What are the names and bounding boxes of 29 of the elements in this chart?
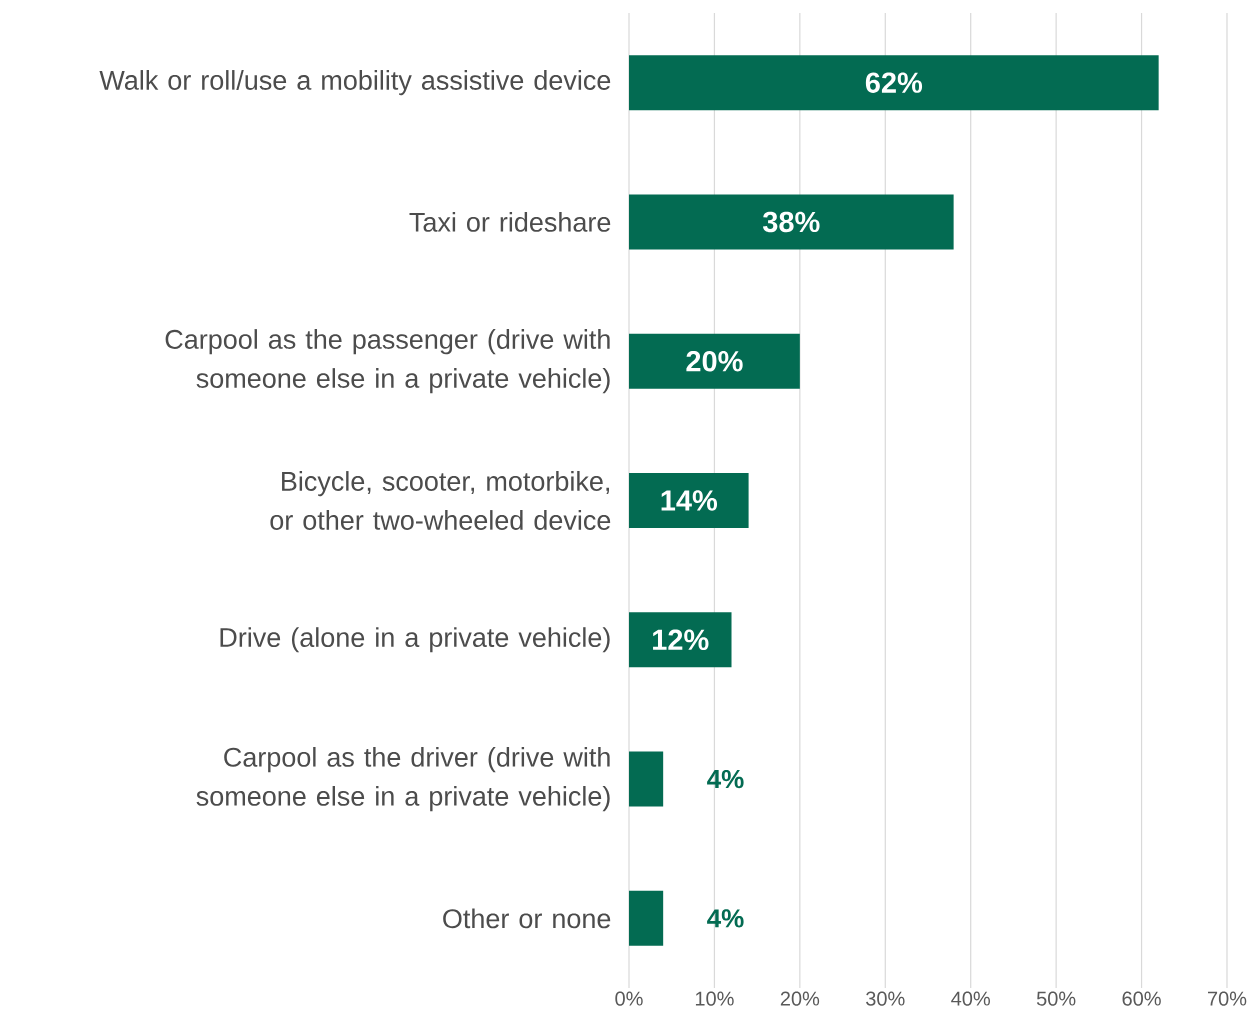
data-label: 62% [865, 72, 923, 93]
bar [629, 194, 954, 250]
data-label: 4% [707, 909, 744, 928]
data-label: 20% [686, 350, 743, 372]
y-tick-label: Carpool as the passenger (drive with someone else in a private vehicle) [165, 329, 610, 394]
y-tick-label: Carpool as the driver (drive with someone else in a private vehicle) [196, 746, 610, 812]
data-label: 4% [707, 769, 744, 789]
x-tick-label: 20% [780, 991, 820, 1006]
bar [629, 890, 664, 946]
y-tick-label: Taxi or rideshare [409, 212, 611, 232]
y-tick-label: Bicycle, scooter, motorbike, or other two-wheeled device [270, 471, 611, 530]
x-tick-label: 50% [1036, 991, 1076, 1006]
x-tick-label: 30% [866, 991, 905, 1006]
bar [629, 333, 800, 389]
x-tick-label: 40% [951, 991, 990, 1006]
x-tick-label: 0% [615, 991, 643, 1006]
bar [629, 612, 732, 668]
y-tick-label: Walk or roll/use a mobility assistive device [99, 70, 611, 96]
y-tick-label: Drive (alone in a private vehicle) [220, 627, 610, 653]
data-label: 38% [762, 211, 820, 233]
x-tick-label: 60% [1122, 991, 1161, 1006]
bar [629, 55, 1159, 111]
bar [629, 473, 749, 528]
y-tick-label: Other or none [443, 908, 611, 929]
x-tick-label: 70% [1207, 991, 1247, 1006]
data-label: 12% [653, 629, 709, 651]
bar [629, 751, 664, 807]
x-tick-label: 10% [695, 991, 734, 1006]
data-label: 14% [661, 490, 718, 511]
